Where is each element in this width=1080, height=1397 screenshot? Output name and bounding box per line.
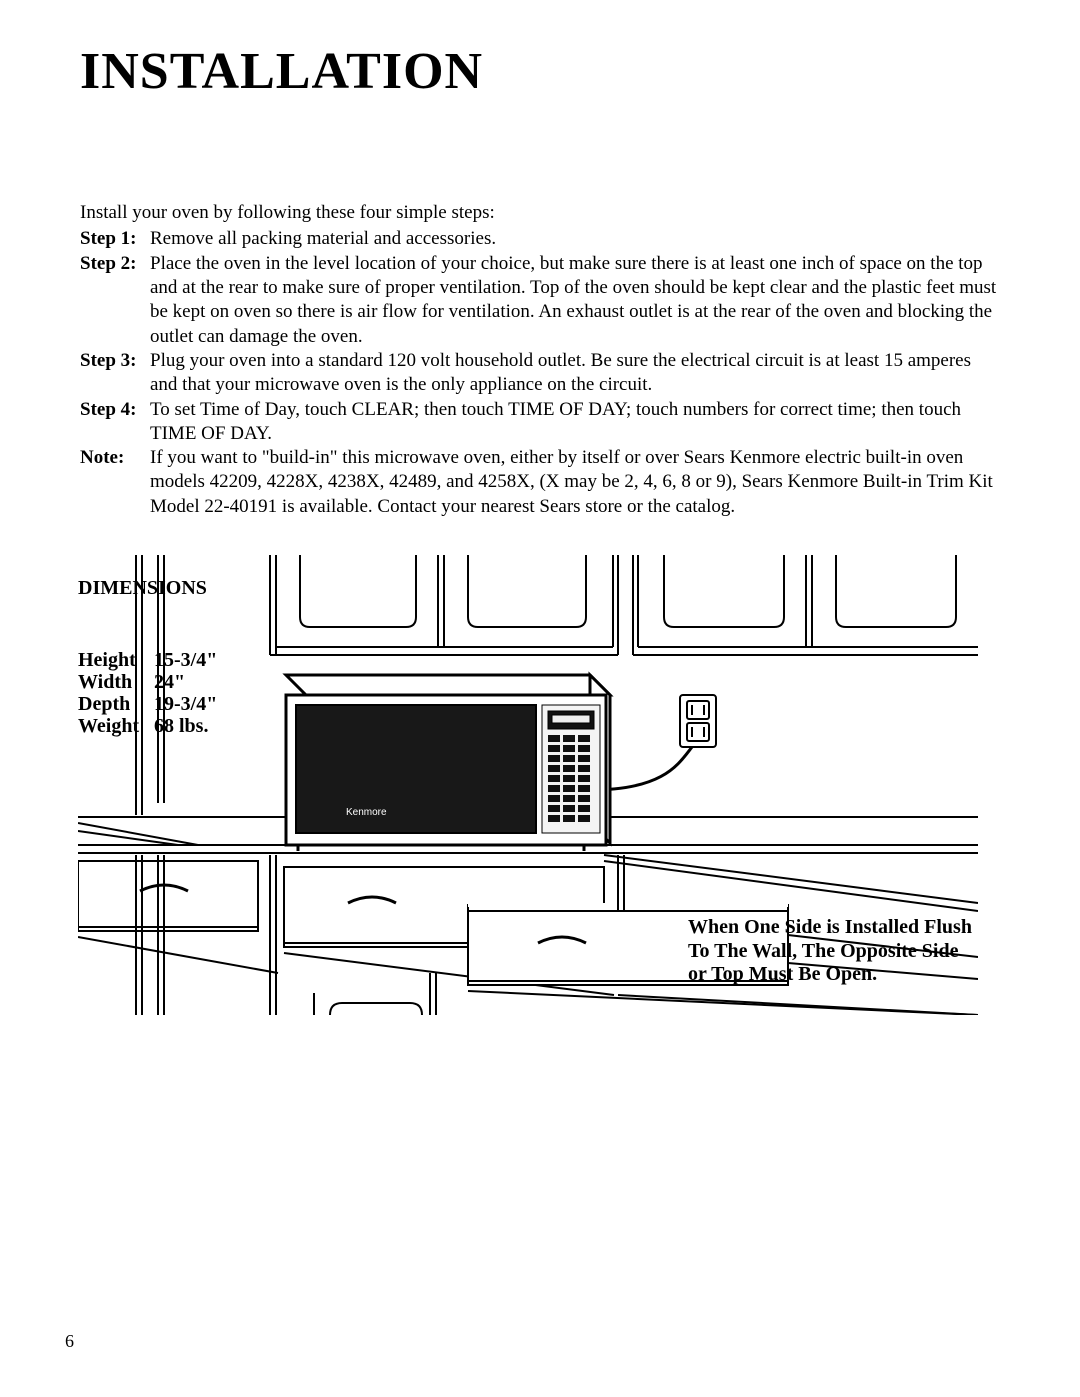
microwave-brand-label: Kenmore: [346, 807, 387, 818]
dim-width: Width 24": [78, 671, 217, 693]
step-4: Step 4: To set Time of Day, touch CLEAR;…: [80, 398, 1000, 447]
step-2-label: Step 2:: [80, 252, 150, 276]
step-4-body: To set Time of Day, touch CLEAR; then to…: [150, 398, 1000, 447]
step-2: Step 2: Place the oven in the level loca…: [80, 252, 1000, 349]
dim-depth-key: Depth: [78, 693, 154, 715]
dim-height: Height 15-3/4": [78, 649, 217, 671]
step-2-body: Place the oven in the level location of …: [150, 252, 1000, 349]
intro-text: Install your oven by following these fou…: [80, 201, 1000, 225]
step-note: Note: If you want to "build-in" this mic…: [80, 446, 1000, 519]
dimensions-title: DIMENSIONS: [78, 577, 217, 599]
step-3-label: Step 3:: [80, 349, 150, 373]
dim-weight-val: 68 lbs.: [154, 715, 208, 737]
step-4-label: Step 4:: [80, 398, 150, 422]
flush-install-note: When One Side is Installed Flush To The …: [688, 916, 978, 987]
step-note-body: If you want to "build-in" this microwave…: [150, 446, 1000, 519]
step-note-label: Note:: [80, 446, 150, 470]
dim-height-key: Height: [78, 649, 154, 671]
installation-illustration: DIMENSIONS Height 15-3/4" Width 24" Dept…: [78, 555, 978, 1015]
dim-weight: Weight 68 lbs.: [78, 715, 217, 737]
manual-page: INSTALLATION Install your oven by follow…: [0, 0, 1080, 1397]
step-3-body: Plug your oven into a standard 120 volt …: [150, 349, 1000, 398]
dimensions-block: DIMENSIONS Height 15-3/4" Width 24" Dept…: [78, 577, 217, 737]
page-title: INSTALLATION: [80, 42, 1000, 101]
dim-weight-key: Weight: [78, 715, 154, 737]
step-1-body: Remove all packing material and accessor…: [150, 227, 1000, 251]
dim-width-key: Width: [78, 671, 154, 693]
dim-height-val: 15-3/4": [154, 649, 217, 671]
steps-list: Step 1: Remove all packing material and …: [80, 227, 1000, 519]
dim-depth: Depth 19-3/4": [78, 693, 217, 715]
step-3: Step 3: Plug your oven into a standard 1…: [80, 349, 1000, 398]
page-number: 6: [65, 1331, 74, 1352]
dim-width-val: 24": [154, 671, 185, 693]
step-1-label: Step 1:: [80, 227, 150, 251]
dim-depth-val: 19-3/4": [154, 693, 217, 715]
step-1: Step 1: Remove all packing material and …: [80, 227, 1000, 251]
